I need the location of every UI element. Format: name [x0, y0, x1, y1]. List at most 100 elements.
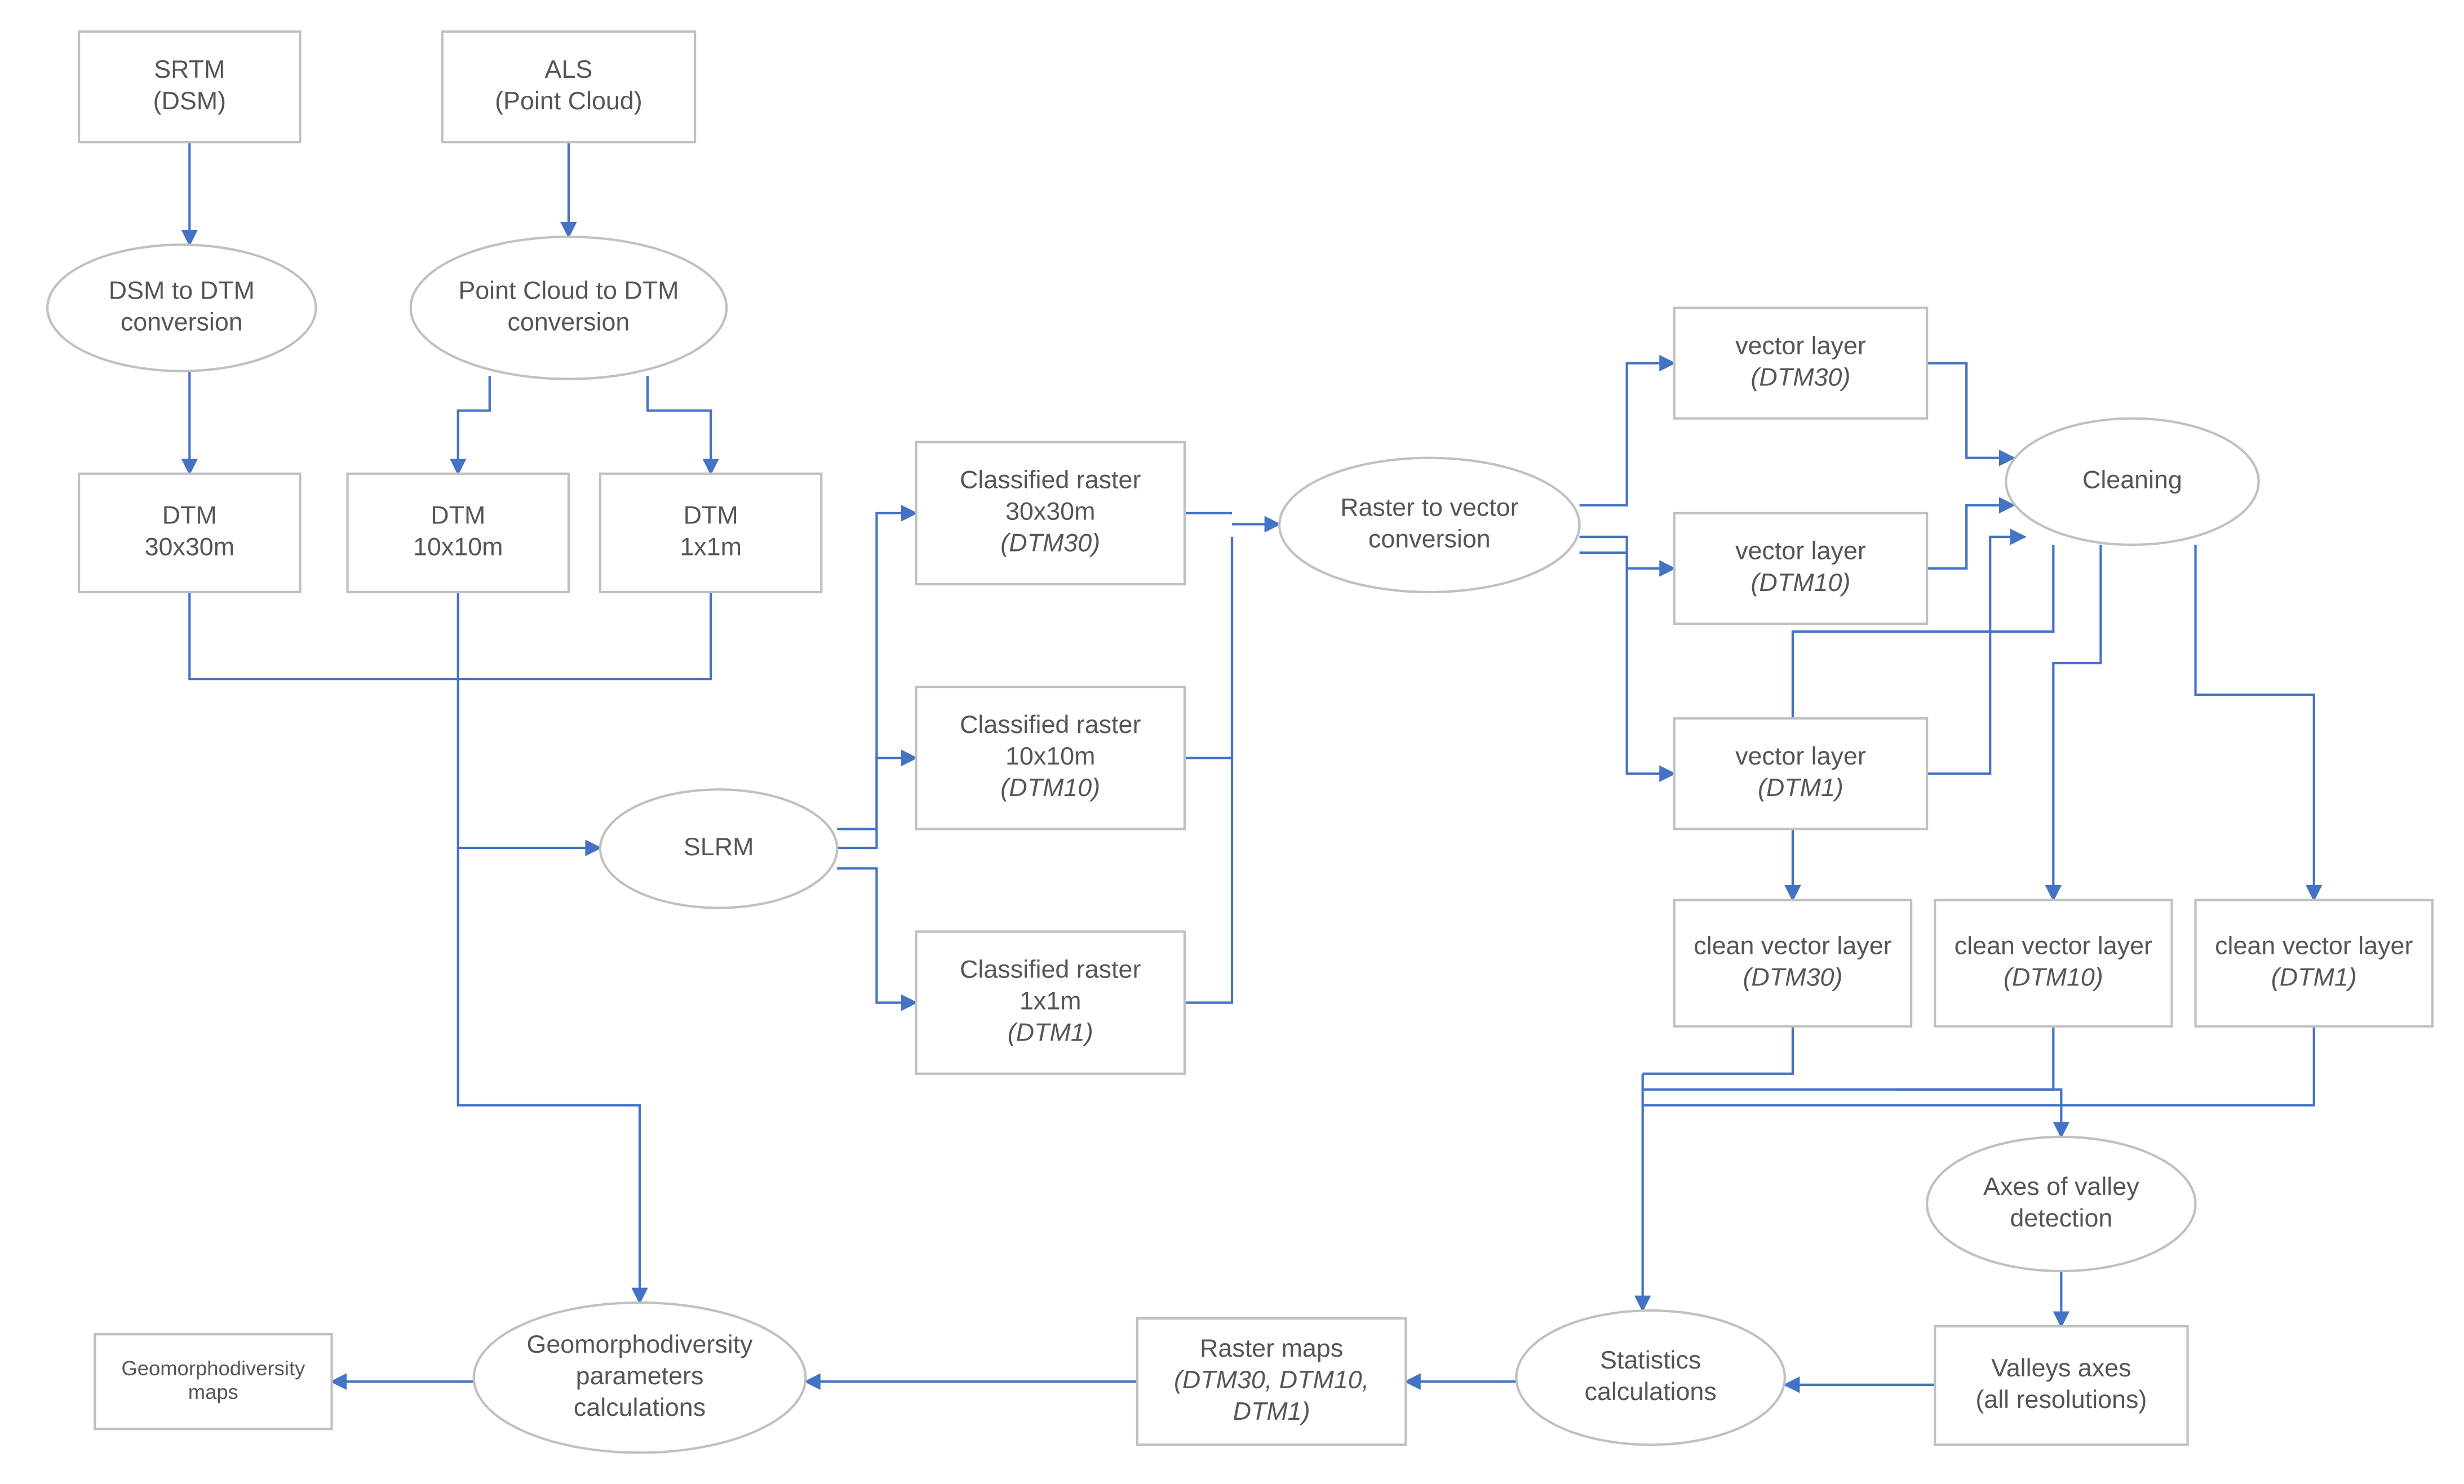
node-cr1-label-1: 1x1m: [1020, 986, 1082, 1015]
node-rmaps: Raster maps (DTM30, DTM10, DTM1): [1137, 1318, 1406, 1445]
node-dtm1-label-0: DTM: [684, 501, 738, 530]
node-geo_param-label-1: parameters: [576, 1361, 704, 1390]
node-r2v: Raster to vector conversion: [1279, 458, 1579, 592]
edge: [837, 758, 916, 848]
node-als-label-1: (Point Cloud): [495, 86, 642, 115]
node-dsm2dtm-label-0: DSM to DTM: [109, 276, 255, 304]
node-cvl10-label-0: clean vector layer: [1955, 931, 2152, 959]
edge: [1927, 363, 2014, 458]
nodes-layer: SRTM (DSM) ALS (Point Cloud) DSM to DTM conve…: [47, 32, 2432, 1452]
node-valley_axes: Valleys axes (all resolutions): [1935, 1326, 2187, 1445]
edge: [2053, 545, 2100, 900]
node-pc2dtm-label-1: conversion: [508, 307, 630, 336]
node-cr10-label-2: (DTM10): [1000, 773, 1100, 802]
node-vl30: vector layer (DTM30): [1674, 308, 1927, 418]
edge: [1580, 363, 1674, 505]
node-cr10: Classified raster10x10m (DTM10): [916, 687, 1184, 829]
node-vl1: vector layer (DTM1): [1674, 718, 1927, 829]
node-pc2dtm: Point Cloud to DTM conversion: [411, 237, 727, 379]
node-rmaps-label-2: DTM1): [1233, 1397, 1310, 1425]
node-vl1-label-1: (DTM1): [1758, 773, 1843, 802]
node-cvl1: clean vector layer (DTM1): [2196, 900, 2432, 1026]
node-geo_maps-label-1: maps: [188, 1380, 238, 1403]
node-als: ALS (Point Cloud): [442, 32, 695, 142]
node-vl30-label-0: vector layer: [1735, 331, 1866, 359]
node-cr30: Classified raster 30x30m(DTM30): [916, 442, 1184, 584]
node-cr10-label-1: 10x10m: [1005, 741, 1095, 770]
node-dtm10: DTM10x10m: [348, 474, 569, 592]
node-cr10-label-0: Classified raster: [960, 710, 1141, 739]
edge: [458, 848, 640, 1303]
node-vl1-label-0: vector layer: [1735, 741, 1866, 770]
node-axes_det-label-0: Axes of valley: [1983, 1172, 2139, 1201]
node-rmaps-label-1: (DTM30, DTM10,: [1174, 1365, 1369, 1394]
node-stats-label-1: calculations: [1585, 1377, 1717, 1406]
node-r2v-label-1: conversion: [1368, 525, 1491, 553]
edge: [458, 376, 490, 474]
node-slrm-label-0: SLRM: [684, 832, 754, 861]
edge: [2196, 545, 2314, 900]
node-cvl30: clean vector layer (DTM30): [1674, 900, 1911, 1026]
node-dtm1: DTM1x1m: [600, 474, 821, 592]
node-srtm-label-0: SRTM: [154, 55, 225, 83]
node-axes_det-label-1: detection: [2010, 1203, 2112, 1232]
node-dtm10-label-0: DTM: [431, 501, 485, 530]
edge: [1895, 1090, 2061, 1137]
node-cleaning: Cleaning: [2006, 419, 2258, 545]
node-rmaps-label-0: Raster maps: [1200, 1334, 1343, 1362]
node-slrm: SLRM: [600, 789, 837, 908]
node-valley_axes-label-1: (all resolutions): [1975, 1385, 2147, 1414]
node-pc2dtm-label-0: Point Cloud to DTM: [458, 276, 679, 304]
node-als-label-0: ALS: [545, 55, 593, 83]
edge: [1185, 537, 1232, 1003]
node-geo_param-label-0: Geomorphodiversity: [526, 1330, 753, 1358]
node-srtm: SRTM (DSM): [79, 32, 300, 142]
node-vl10: vector layer (DTM10): [1674, 513, 1927, 624]
node-axes_det: Axes of valleydetection: [1927, 1137, 2195, 1271]
node-dtm1-label-1: 1x1m: [680, 532, 742, 561]
edge: [1643, 1027, 2054, 1090]
node-cvl1-label-0: clean vector layer: [2215, 931, 2413, 959]
node-cvl1-label-1: (DTM1): [2271, 962, 2357, 991]
node-vl10-label-0: vector layer: [1735, 536, 1866, 565]
node-dsm2dtm-label-1: conversion: [121, 307, 243, 336]
flowchart-canvas: SRTM (DSM) ALS (Point Cloud) DSM to DTM conve…: [0, 0, 2464, 1484]
node-dtm30-label-1: 30x30m: [145, 532, 234, 561]
node-geo_maps: Geomorphodiversitymaps: [95, 1334, 331, 1429]
node-cr30-label-1: 30x30m: [1005, 497, 1095, 526]
edge: [1185, 537, 1232, 758]
node-srtm-label-1: (DSM): [153, 86, 226, 115]
edge: [837, 868, 916, 1002]
node-cr1-label-2: (DTM1): [1008, 1018, 1093, 1047]
edge: [1643, 1027, 1793, 1074]
edge: [1643, 1027, 2314, 1105]
node-valley_axes-label-0: Valleys axes: [1991, 1353, 2131, 1382]
edge: [458, 592, 711, 679]
edge: [1927, 537, 2025, 774]
edge: [189, 592, 458, 679]
node-cvl30-label-0: clean vector layer: [1694, 931, 1891, 959]
node-geo_maps-label-0: Geomorphodiversity: [121, 1357, 305, 1380]
node-dtm10-label-1: 10x10m: [413, 532, 503, 561]
edge: [458, 592, 600, 848]
node-cleaning-label-0: Cleaning: [2082, 465, 2182, 494]
node-cvl10: clean vector layer (DTM10): [1935, 900, 2171, 1026]
node-geo_param-label-2: calculations: [574, 1393, 706, 1421]
node-cr30-label-2: (DTM30): [1000, 528, 1100, 557]
node-stats-label-0: Statistics: [1600, 1345, 1701, 1374]
node-dtm30-label-0: DTM: [162, 501, 217, 530]
edge: [648, 376, 711, 474]
node-stats: Statistics calculations: [1516, 1310, 1784, 1445]
node-vl30-label-1: (DTM30): [1751, 362, 1851, 391]
node-geo_param: Geomorphodiversity parameters calculations: [474, 1303, 806, 1452]
node-dtm30: DTM30x30m: [79, 474, 300, 592]
node-cr1-label-0: Classified raster: [960, 954, 1141, 983]
node-vl10-label-1: (DTM10): [1751, 568, 1851, 597]
node-cr30-label-0: Classified raster: [960, 465, 1141, 494]
node-cvl10-label-1: (DTM10): [2004, 962, 2103, 991]
node-dsm2dtm: DSM to DTM conversion: [47, 245, 316, 371]
edge: [1580, 553, 1674, 774]
node-r2v-label-0: Raster to vector: [1340, 493, 1518, 522]
node-cvl30-label-1: (DTM30): [1743, 962, 1842, 991]
node-cr1: Classified raster 1x1m (DTM1): [916, 932, 1184, 1074]
